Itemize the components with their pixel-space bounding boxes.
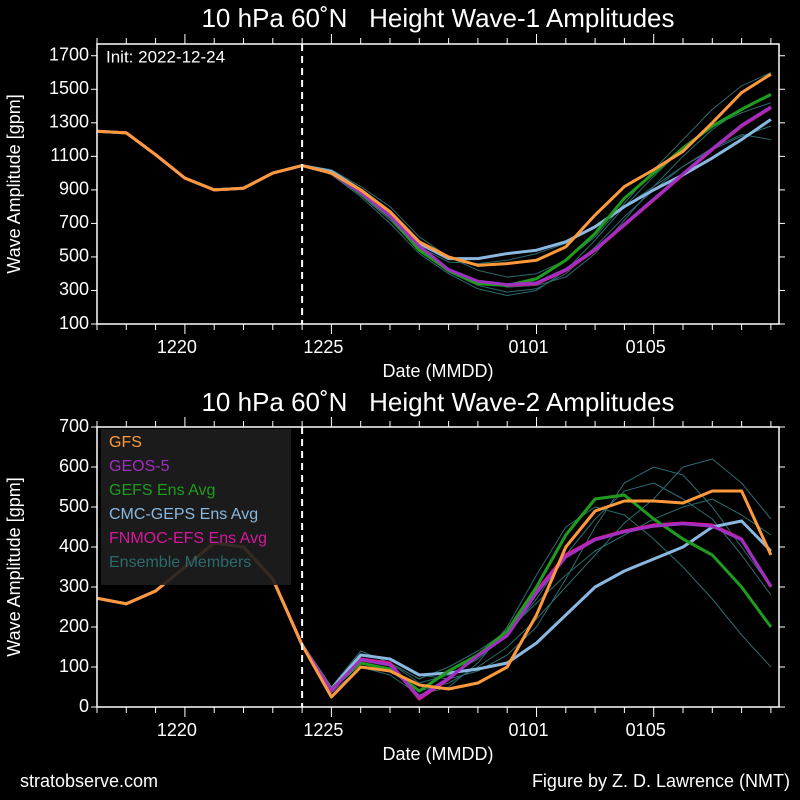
y-tick-label: 700 xyxy=(59,416,89,436)
y-tick-label: 200 xyxy=(59,616,89,636)
legend-entry: GFS xyxy=(109,434,142,451)
chart-title: 10 hPa 60˚N Height Wave-2 Amplitudes xyxy=(201,387,674,417)
series-line xyxy=(302,72,772,278)
legend-entry: GEOS-5 xyxy=(109,458,170,475)
x-tick-label: 1225 xyxy=(303,337,343,357)
legend-entry: Ensemble Members xyxy=(109,554,251,571)
y-tick-label: 300 xyxy=(59,279,89,299)
chart-title: 10 hPa 60˚N Height Wave-1 Amplitudes xyxy=(201,3,674,33)
footer-right: Figure by Z. D. Lawrence (NMT) xyxy=(532,771,790,791)
x-tick-label: 0101 xyxy=(508,337,548,357)
y-axis-label: Wave Amplitude [gpm] xyxy=(4,477,24,656)
y-tick-label: 100 xyxy=(59,656,89,676)
x-tick-label: 1220 xyxy=(157,720,197,740)
x-tick-label: 1225 xyxy=(303,720,343,740)
annotation: Init: 2022-12-24 xyxy=(106,47,225,66)
y-tick-label: 500 xyxy=(59,246,89,266)
x-tick-label: 0101 xyxy=(508,720,548,740)
series-line xyxy=(301,134,771,293)
y-tick-label: 900 xyxy=(59,179,89,199)
y-tick-label: 700 xyxy=(59,212,89,232)
footer-left: stratobserve.com xyxy=(20,771,158,791)
legend-entry: GEFS Ens Avg xyxy=(109,482,215,499)
plot-area xyxy=(97,72,772,296)
y-tick-label: 1100 xyxy=(50,145,89,165)
y-tick-label: 100 xyxy=(59,313,89,333)
x-tick-label: 0105 xyxy=(626,337,666,357)
y-tick-label: 500 xyxy=(59,496,89,516)
legend-entry: FNMOC-EFS Ens Avg xyxy=(109,530,267,547)
series-line xyxy=(301,506,772,696)
x-tick-label: 1220 xyxy=(157,337,197,357)
y-tick-label: 0 xyxy=(79,696,89,716)
plot-frame xyxy=(96,426,780,708)
x-axis-label: Date (MMDD) xyxy=(383,361,494,381)
y-tick-label: 1700 xyxy=(49,44,89,64)
y-tick-label: 600 xyxy=(59,456,89,476)
legend-entry: CMC-GEPS Ens Avg xyxy=(109,506,258,523)
y-tick-label: 300 xyxy=(59,576,89,596)
y-axis-label: Wave Amplitude [gpm] xyxy=(4,94,24,273)
y-tick-label: 1300 xyxy=(49,112,89,132)
series-line xyxy=(97,72,772,267)
legend-box xyxy=(101,429,291,585)
x-axis-label: Date (MMDD) xyxy=(383,744,494,764)
y-tick-label: 400 xyxy=(59,536,89,556)
y-tick-label: 1500 xyxy=(49,78,89,98)
x-tick-label: 0105 xyxy=(626,720,666,740)
plot-frame xyxy=(96,43,780,325)
